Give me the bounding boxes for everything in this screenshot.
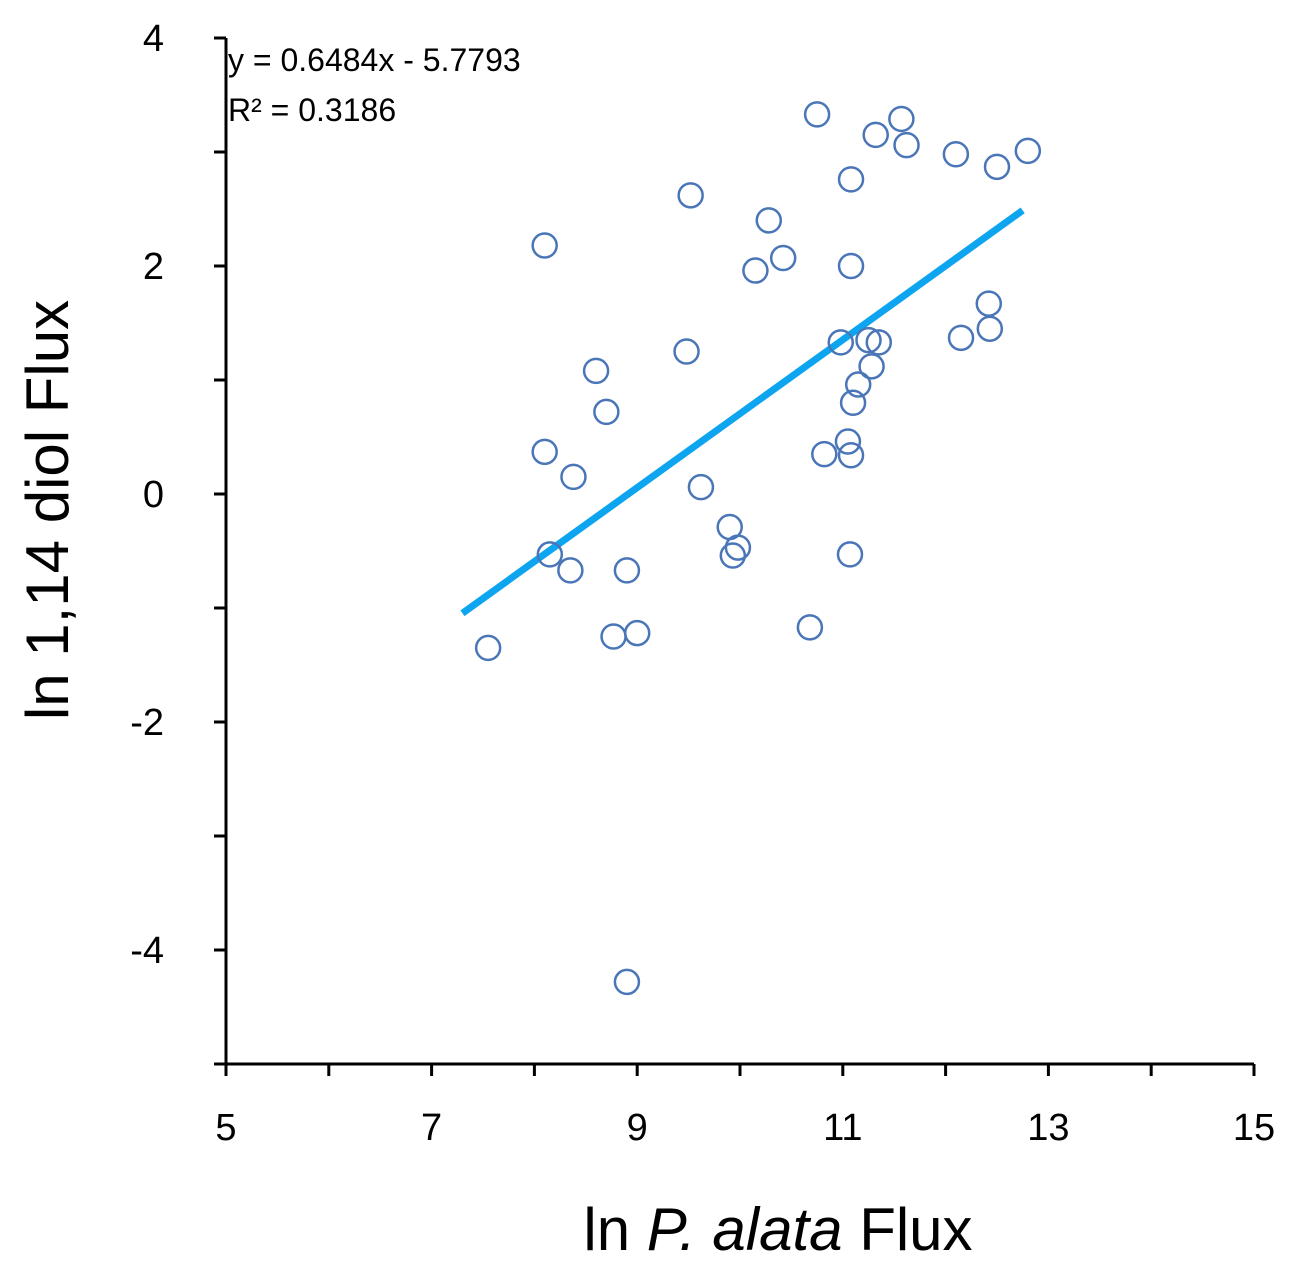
data-point [837,252,865,280]
axes: 4 2 0 -2 -4 5 7 9 11 13 15 [130,18,1275,1149]
y-tick-label: 2 [143,246,164,288]
data-point [719,542,747,569]
x-tick-label: 5 [215,1107,236,1149]
x-tick-label: 13 [1027,1107,1069,1149]
data-point [975,290,1003,317]
data-point [893,131,920,159]
data-point [865,329,893,356]
data-point [613,557,641,584]
data-point [623,619,651,647]
data-point [531,438,558,466]
x-axis-title-prefix: ln [583,1196,646,1263]
data-point [858,353,885,380]
data-point [582,357,610,385]
r-squared-label: R² = 0.3186 [228,92,396,128]
data-point [600,623,627,650]
data-point [557,557,584,584]
x-tick-label: 7 [421,1107,442,1149]
x-tick-label: 9 [627,1107,648,1149]
data-point [673,338,700,365]
points-layer [474,101,1042,996]
data-point [677,182,704,209]
data-point [837,441,865,469]
trendline [460,207,1025,617]
data-point [983,153,1011,181]
data-point [755,207,783,234]
data-point [742,257,769,284]
x-axis-title-suffix: Flux [843,1196,973,1263]
data-point [942,141,970,168]
plot-area [460,101,1042,996]
y-tick-label: 4 [143,18,164,60]
y-axis-title: ln 1,14 diol Flux [14,300,81,720]
data-point [474,634,502,662]
data-point [844,371,872,398]
data-point [803,101,831,128]
data-point [947,324,975,352]
data-point [593,398,620,426]
trendline-layer [460,207,1025,617]
data-point [613,968,641,996]
x-axis-title: ln P. alata Flux [583,1196,972,1263]
y-tick-label: 0 [143,474,164,516]
data-point [836,541,864,568]
x-ticks: 5 7 9 11 13 15 [215,1064,1275,1149]
trendline-equation: y = 0.6484x - 5.7793 [228,42,521,78]
data-point [837,166,865,193]
data-point [855,326,882,354]
data-point [888,105,915,133]
y-tick-label: -2 [130,702,164,744]
data-point [687,473,715,501]
x-axis-title-species: P. alata [647,1196,843,1263]
data-point [560,463,587,491]
x-tick-label: 11 [823,1107,862,1149]
data-point [769,244,797,272]
data-point [531,232,558,259]
data-point [834,428,862,455]
data-point [976,315,1004,342]
data-point [827,329,854,356]
data-point [796,614,824,641]
data-point [811,440,838,468]
y-tick-label: -4 [130,930,164,972]
data-point [862,121,889,149]
y-ticks: 4 2 0 -2 -4 [130,18,226,1066]
data-point [839,389,867,417]
data-point [1014,137,1042,165]
data-point [724,534,752,561]
data-point [536,541,564,568]
x-tick-label: 15 [1233,1107,1275,1149]
